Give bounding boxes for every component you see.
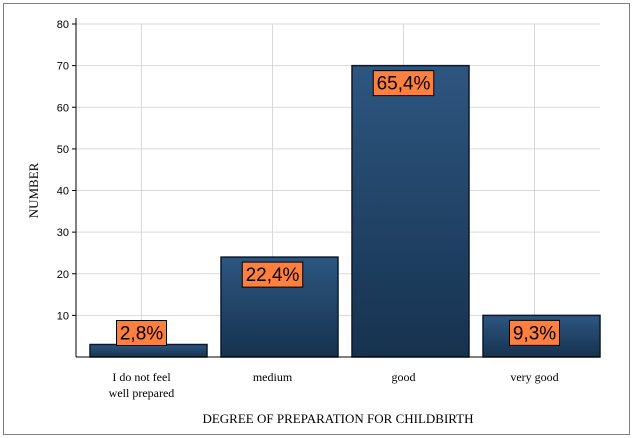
data-label-box [372, 70, 435, 97]
bars [89, 64, 601, 358]
y-tick-labels: 10 20 30 40 50 60 70 80 [57, 19, 69, 322]
data-label-box [241, 261, 304, 288]
y-tick-label: 60 [57, 102, 69, 114]
y-axis-title: NUMBER [26, 162, 41, 218]
y-tick-label: 30 [57, 227, 69, 239]
data-label-box [116, 320, 167, 347]
data-label: 65,4% [372, 70, 435, 97]
x-tick-label: medium [253, 370, 293, 384]
data-label: 2,8% [116, 320, 167, 347]
x-tick-label: I do not feel well prepared [109, 370, 175, 400]
data-label-text: 65,4% [377, 74, 431, 95]
x-category-labels: I do not feel well prepared medium good very… [109, 370, 559, 400]
data-label-text: 9,3% [513, 323, 556, 344]
data-label: 22,4% [241, 261, 304, 288]
y-tick-label: 10 [57, 310, 69, 322]
y-tick-label: 20 [57, 269, 69, 281]
data-label-text: 2,8% [120, 324, 163, 345]
axes [72, 18, 600, 358]
x-axis-title: DEGREE OF PREPARATION FOR CHILDBIRTH [202, 411, 473, 426]
bar [89, 343, 208, 358]
x-tick-label: very good [510, 370, 558, 384]
data-label-box [509, 319, 560, 346]
y-tick-label: 70 [57, 61, 69, 73]
chart-frame: 10 20 30 40 50 60 70 80 I do not feel well prepa… [3, 3, 630, 435]
y-tick-label: 40 [57, 186, 69, 198]
bar [351, 64, 470, 358]
y-tick-label: 80 [57, 19, 69, 31]
data-labels: 2,8% 22,4% 65,4% 9,3% [116, 70, 560, 347]
data-label: 9,3% [509, 319, 560, 346]
data-label-text: 22,4% [246, 265, 300, 286]
y-tick-label: 50 [57, 144, 69, 156]
bar-chart: 10 20 30 40 50 60 70 80 I do not feel well prepa… [26, 18, 601, 426]
x-tick-label: good [392, 370, 416, 384]
